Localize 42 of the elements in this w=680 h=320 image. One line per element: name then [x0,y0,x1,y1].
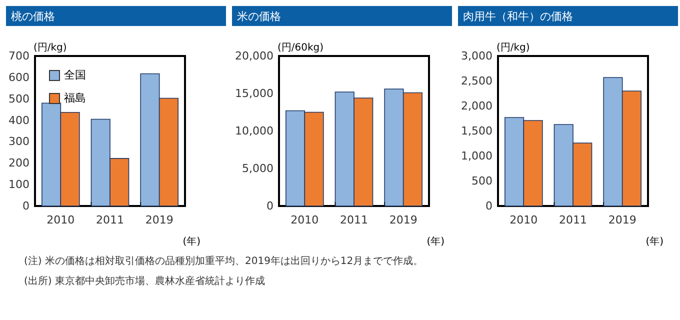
text: (出所) 東京都中央卸売市場、農林水産省統計より作成 [24,274,266,289]
y-tick-label: 200 [8,156,30,170]
y-tick-label: 2,000 [461,100,492,112]
x-tick-label: 2010 [290,214,319,226]
y-tick-label: 500 [8,92,30,106]
y-tick-label: 600 [8,70,30,84]
y-tick-label: 700 [8,50,30,62]
chart-title: 肉用牛（和牛）の価格 [458,6,678,26]
legend-label: 福島 [64,92,86,104]
x-tick-label: 2019 [145,214,174,226]
text: (注) 米の価格は相対取引価格の品種別加重平均、2019年は出回りから12月までで作成。 [24,254,424,269]
x-tick-label: 2010 [46,214,75,226]
x-tick-label: 2019 [608,214,636,226]
y-tick-label: 0 [266,200,274,212]
y-tick-label: 500 [472,174,492,188]
y-tick-label: 15,000 [235,87,274,100]
y-tick-label: 1,500 [461,124,492,138]
y-axis-title: (円/kg) [496,42,530,54]
chart-title: 米の価格 [232,6,452,26]
y-axis-title: (円/kg) [34,42,67,54]
y-tick-label: 3,000 [461,50,492,62]
x-tick-label: 2010 [510,214,538,226]
y-tick-label: 100 [8,178,30,192]
x-tick-label: 2011 [96,214,124,226]
y-tick-label: 0 [22,200,30,212]
legend-label: 全国 [64,68,86,82]
y-tick-label: 1,000 [461,150,492,162]
x-tick-label: 2011 [559,214,587,226]
y-tick-label: 10,000 [235,124,274,138]
y-tick-label: 5,000 [242,162,274,175]
y-tick-label: 2,500 [461,74,492,88]
y-tick-label: 300 [8,135,30,148]
y-tick-label: 20,000 [235,50,274,62]
chart-title: 桃の価格 [6,6,226,26]
x-tick-label: 2019 [389,214,418,226]
y-tick-label: 400 [8,114,30,127]
y-tick-label: 0 [486,200,492,212]
x-axis-title: (年) [646,236,664,248]
x-tick-label: 2011 [340,214,368,226]
y-axis-title: (円/60kg) [278,42,324,54]
x-axis-title: (年) [182,236,201,248]
x-axis-title: (年) [426,236,445,248]
